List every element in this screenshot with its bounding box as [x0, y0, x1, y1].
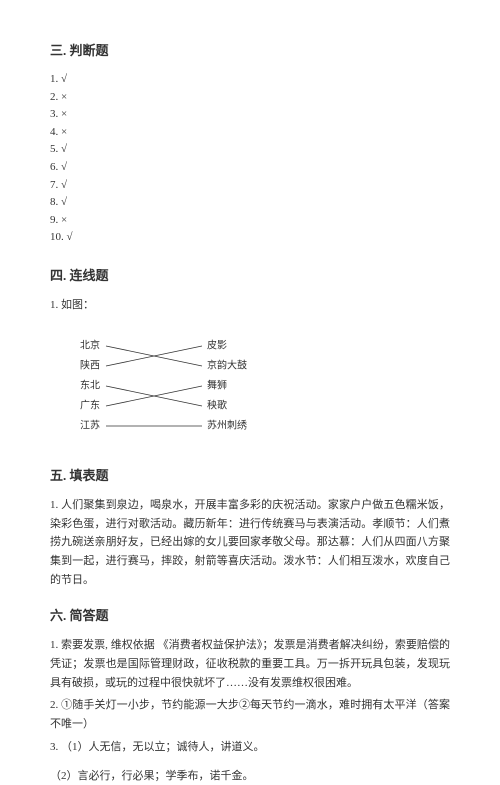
judge-item: 4. ×: [50, 124, 450, 142]
svg-text:舞狮: 舞狮: [207, 378, 227, 391]
judge-item: 10. √: [50, 229, 450, 247]
judge-num: 4.: [50, 126, 58, 138]
section5-title: 五. 填表题: [50, 465, 450, 484]
section4-title: 四. 连线题: [50, 265, 450, 284]
svg-text:广东: 广东: [80, 398, 100, 411]
judge-item: 8. √: [50, 194, 450, 212]
section3-title: 三. 判断题: [50, 40, 450, 59]
matching-intro: 1. 如图：: [50, 296, 450, 312]
judge-mark: √: [61, 143, 67, 155]
judge-mark: √: [67, 231, 73, 243]
judge-item: 7. √: [50, 177, 450, 195]
judge-num: 2.: [50, 91, 58, 103]
svg-text:皮影: 皮影: [207, 338, 227, 351]
judge-num: 9.: [50, 214, 58, 226]
short-answer-item: 3. （1）人无信，无以立；诚待人，讲道义。: [50, 738, 450, 757]
judge-num: 1.: [50, 73, 58, 85]
judge-item: 3. ×: [50, 106, 450, 124]
section6-title: 六. 简答题: [50, 605, 450, 624]
svg-text:陕西: 陕西: [80, 358, 100, 371]
judge-item: 6. √: [50, 159, 450, 177]
short-answer-list: 1. 索要发票, 维权依据 《消费者权益保护法》；发票是消费者解决纠纷，索要赔偿…: [50, 636, 450, 785]
judge-mark: √: [61, 73, 67, 85]
judge-item: 9. ×: [50, 212, 450, 230]
judge-num: 3.: [50, 108, 58, 120]
svg-text:江苏: 江苏: [80, 418, 100, 431]
svg-text:北京: 北京: [80, 338, 100, 351]
judge-mark: ×: [61, 126, 67, 138]
judge-mark: √: [61, 196, 67, 208]
judge-num: 5.: [50, 143, 58, 155]
judge-num: 10.: [50, 231, 64, 243]
svg-text:京韵大鼓: 京韵大鼓: [207, 358, 247, 371]
judge-num: 7.: [50, 179, 58, 191]
judge-list: 1. √ 2. × 3. × 4. × 5. √ 6. √ 7. √ 8. √ …: [50, 71, 450, 247]
judge-num: 8.: [50, 196, 58, 208]
short-answer-item: 1. 索要发票, 维权依据 《消费者权益保护法》；发票是消费者解决纠纷，索要赔偿…: [50, 636, 450, 692]
short-answer-subitem: （2）言必行，行必果；学季布，诺千金。: [50, 767, 450, 785]
svg-text:秧歌: 秧歌: [207, 398, 227, 411]
svg-text:东北: 东北: [80, 378, 100, 391]
judge-num: 6.: [50, 161, 58, 173]
judge-item: 5. √: [50, 141, 450, 159]
judge-mark: √: [61, 161, 67, 173]
judge-item: 2. ×: [50, 89, 450, 107]
judge-mark: ×: [61, 91, 67, 103]
judge-mark: √: [61, 179, 67, 191]
judge-mark: ×: [61, 108, 67, 120]
matching-diagram: 北京 皮影陕西 京韵大鼓东北 舞狮广东 秧歌江苏 苏州刺绣: [62, 332, 292, 442]
short-answer-item: 2. ①随手关灯一小步，节约能源一大步②每天节约一滴水，难时拥有太平洋（答案不唯…: [50, 696, 450, 733]
fill-content: 1. 人们聚集到泉边，喝泉水，开展丰富多彩的庆祝活动。家家户户做五色糯米饭，染彩…: [50, 496, 450, 589]
svg-text:苏州刺绣: 苏州刺绣: [207, 418, 247, 431]
judge-item: 1. √: [50, 71, 450, 89]
judge-mark: ×: [61, 214, 67, 226]
